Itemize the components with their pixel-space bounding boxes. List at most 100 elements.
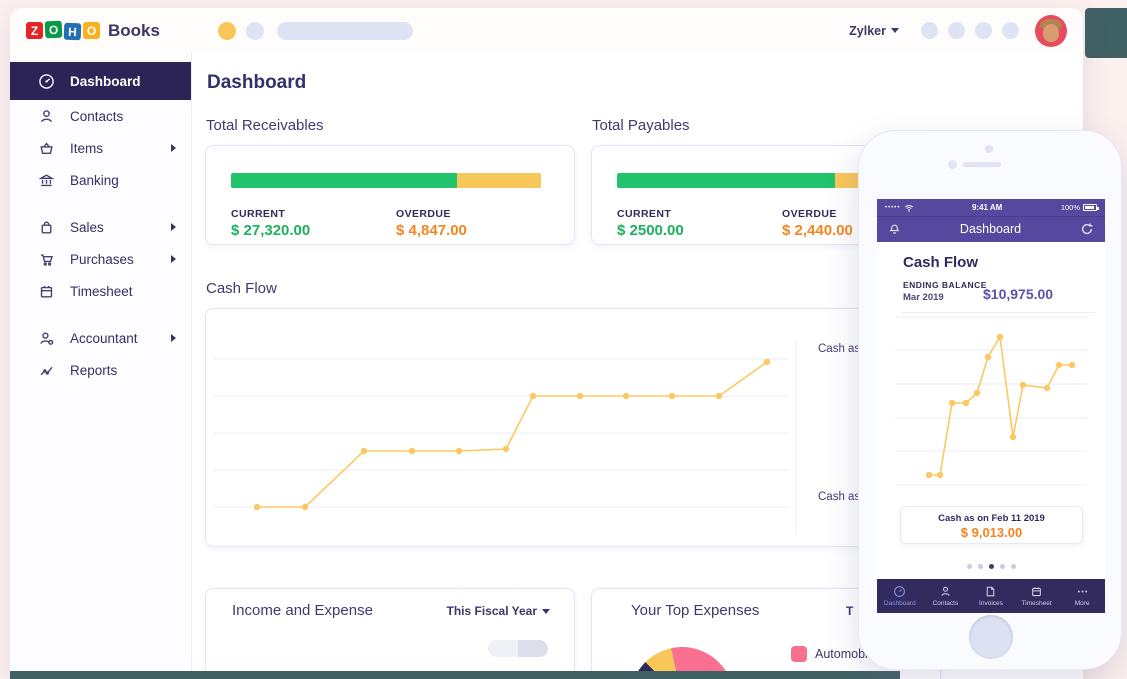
header-icon-2[interactable]: [948, 22, 965, 39]
tab-dashboard[interactable]: Dashboard: [877, 579, 923, 613]
divider: [901, 312, 1095, 313]
chevron-right-icon: [171, 255, 176, 263]
chevron-right-icon: [171, 223, 176, 231]
person-gear-icon: [38, 330, 55, 347]
sidebar-item-dashboard[interactable]: Dashboard: [10, 62, 191, 100]
phone-sensor: [948, 160, 957, 169]
phone-tab-bar: Dashboard Contacts Invoices Timesheet Mo…: [877, 579, 1105, 613]
sidebar-item-label: Dashboard: [70, 73, 141, 89]
org-selector[interactable]: Zylker: [849, 24, 899, 38]
tab-invoices[interactable]: Invoices: [968, 579, 1014, 613]
trend-chart-icon: [38, 362, 55, 379]
gauge-icon: [893, 585, 906, 598]
search-input[interactable]: [276, 21, 413, 40]
receivables-section-title: Total Receivables: [206, 117, 324, 134]
top-expenses-title: Your Top Expenses: [631, 602, 760, 619]
receivables-overdue-value: $ 4,847.00: [396, 222, 467, 239]
refresh-icon[interactable]: [1080, 222, 1094, 236]
receivables-current-label: CURRENT: [231, 208, 286, 220]
bag-icon: [38, 219, 55, 236]
phone-status-bar: ••••• 9:41 AM 100%: [877, 199, 1105, 216]
sidebar-item-label: Banking: [70, 172, 119, 188]
phone-screen: ••••• 9:41 AM 100% Dashboard Cash Flow E…: [877, 199, 1105, 613]
sidebar-item-items[interactable]: Items: [10, 132, 191, 164]
sidebar-nav: Dashboard Contacts Items: [10, 53, 192, 679]
ellipsis-icon: [1076, 585, 1089, 598]
tab-more[interactable]: More: [1059, 579, 1105, 613]
receivables-overdue-label: OVERDUE: [396, 208, 451, 220]
chevron-right-icon: [171, 144, 176, 152]
cashflow-card: Cash as o Cash as o: [205, 308, 940, 547]
payables-section-title: Total Payables: [592, 117, 690, 134]
cashflow-legend-divider: [796, 339, 797, 534]
ending-balance-label: ENDING BALANCE: [903, 280, 987, 290]
org-name: Zylker: [849, 23, 886, 38]
phone-cashflow-title: Cash Flow: [903, 254, 979, 271]
sidebar-item-sales[interactable]: Sales: [10, 211, 191, 243]
header-icon-4[interactable]: [1002, 22, 1019, 39]
legend-swatch-automobile: [791, 646, 807, 662]
person-icon: [939, 585, 952, 598]
logo-wordmark: Books: [108, 20, 160, 40]
calendar-icon: [1030, 585, 1043, 598]
fiscal-year-filter[interactable]: This Fiscal Year: [447, 604, 550, 618]
phone-body: Cash Flow ENDING BALANCE Mar 2019 $10,97…: [877, 242, 1105, 579]
chart-toggle[interactable]: [488, 640, 548, 657]
calendar-icon: [38, 283, 55, 300]
header-icon-placeholder[interactable]: [245, 21, 264, 40]
phone-nav-bar: Dashboard: [877, 216, 1105, 242]
tab-contacts[interactable]: Contacts: [923, 579, 969, 613]
teal-surface-accent-top: [1085, 8, 1127, 58]
sidebar-item-purchases[interactable]: Purchases: [10, 243, 191, 275]
sidebar-item-label: Purchases: [70, 251, 134, 267]
payables-current-label: CURRENT: [617, 208, 672, 220]
header-icon-1[interactable]: [921, 22, 938, 39]
sidebar-item-label: Timesheet: [70, 283, 133, 299]
summary-date: Feb 11 2019: [991, 513, 1045, 524]
logo-letter-h: H: [63, 22, 82, 41]
summary-value: $ 9,013.00: [960, 525, 1023, 540]
phone-mockup: ••••• 9:41 AM 100% Dashboard Cash Flow E…: [858, 130, 1122, 670]
sidebar-item-contacts[interactable]: Contacts: [10, 100, 191, 132]
ending-balance-period: Mar 2019: [903, 292, 944, 303]
header-icon-3[interactable]: [975, 22, 992, 39]
gauge-icon: [38, 73, 55, 90]
sidebar-item-label: Contacts: [70, 108, 124, 124]
basket-icon: [38, 140, 55, 157]
sidebar-item-banking[interactable]: Banking: [10, 164, 191, 196]
status-battery: 100%: [1061, 203, 1099, 212]
cash-summary-card[interactable]: Cash as on Feb 11 2019 $ 9,013.00: [900, 506, 1083, 544]
payables-overdue-value: $ 2,440.00: [782, 222, 853, 239]
phone-cashflow-line-chart: [895, 316, 1087, 486]
page-title: Dashboard: [207, 72, 307, 93]
carousel-dots[interactable]: [877, 564, 1105, 569]
payables-current-value: $ 2500.00: [617, 222, 684, 239]
chevron-right-icon: [171, 334, 176, 342]
header-action-icons: [921, 22, 1019, 39]
user-avatar[interactable]: [1035, 14, 1067, 47]
receivables-current-value: $ 27,320.00: [231, 222, 311, 239]
sidebar-item-timesheet[interactable]: Timesheet: [10, 275, 191, 307]
tab-timesheet[interactable]: Timesheet: [1014, 579, 1060, 613]
phone-speaker: [963, 162, 1001, 167]
chevron-down-icon: [542, 608, 550, 614]
header-accent-dot[interactable]: [217, 21, 236, 40]
logo-letter-z: Z: [26, 22, 43, 39]
sidebar-item-label: Sales: [70, 219, 104, 235]
phone-home-button[interactable]: [969, 615, 1013, 659]
sidebar-item-accountant[interactable]: Accountant: [10, 322, 191, 354]
payables-overdue-label: OVERDUE: [782, 208, 837, 220]
top-expenses-filter-cut[interactable]: T: [846, 604, 854, 618]
receivables-progress-bar: [231, 173, 541, 188]
income-expense-card: Income and Expense This Fiscal Year: [205, 588, 575, 679]
cashflow-line-chart: [214, 358, 789, 511]
cart-icon: [38, 251, 55, 268]
status-time: 9:41 AM: [971, 203, 1003, 212]
zoho-books-logo: Z O H O Books: [26, 21, 160, 41]
sidebar-item-reports[interactable]: Reports: [10, 354, 191, 386]
signal-dots: •••••: [885, 204, 901, 211]
wifi-icon: [904, 204, 913, 212]
phone-camera: [985, 145, 993, 153]
bell-icon[interactable]: [888, 223, 901, 236]
top-header: Z O H O Books Zylker: [10, 8, 1083, 53]
